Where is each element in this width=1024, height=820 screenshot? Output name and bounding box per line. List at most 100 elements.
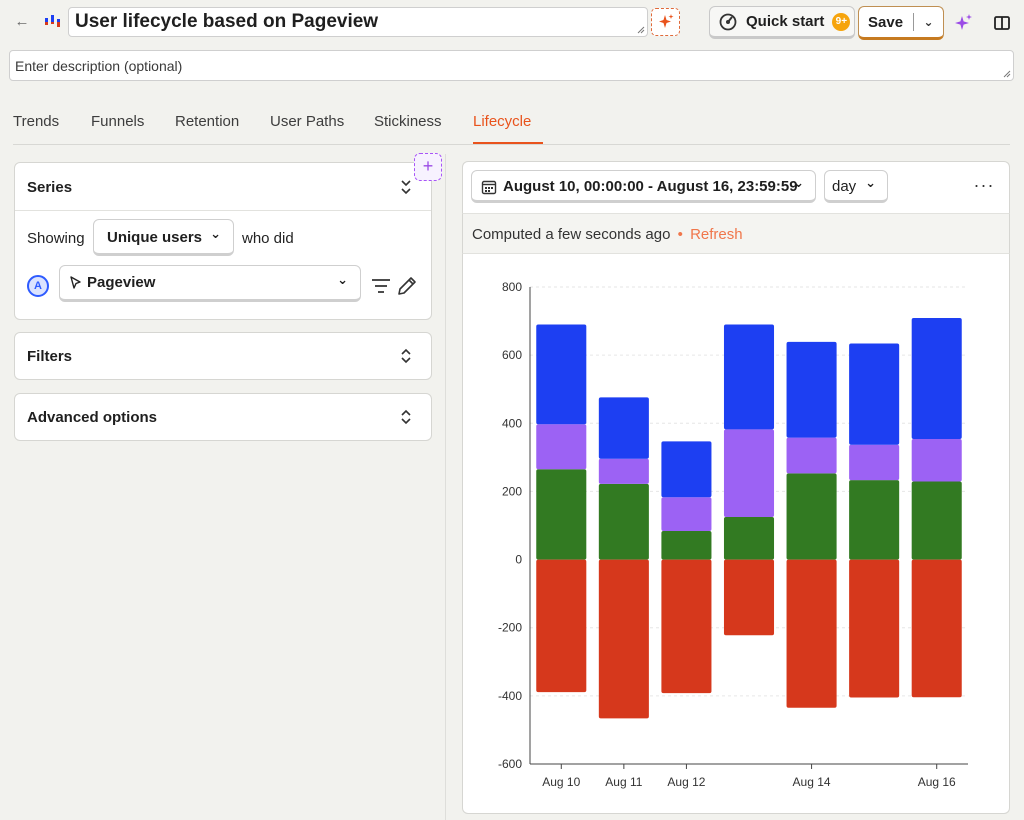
x-tick-label: Aug 16 bbox=[918, 775, 956, 789]
save-divider bbox=[913, 13, 914, 31]
save-button[interactable]: Save ⌄ bbox=[858, 6, 944, 40]
save-label: Save bbox=[868, 13, 904, 31]
cursor-pointer-icon bbox=[70, 276, 81, 289]
bar-segment bbox=[661, 497, 712, 531]
ai-generate-title-button[interactable] bbox=[651, 8, 680, 36]
side-panel-toggle-icon[interactable] bbox=[992, 13, 1012, 33]
expand-chevron-icon[interactable] bbox=[399, 407, 413, 427]
bar-segment bbox=[786, 341, 837, 438]
back-arrow-icon[interactable]: ← bbox=[14, 13, 30, 30]
bar-segment bbox=[849, 444, 900, 481]
y-tick-label: -600 bbox=[498, 757, 522, 771]
x-tick-label: Aug 14 bbox=[793, 775, 831, 789]
expand-chevron-icon[interactable] bbox=[399, 346, 413, 366]
series-letter-badge: A bbox=[27, 275, 49, 297]
refresh-link[interactable]: Refresh bbox=[690, 226, 743, 243]
event-name: Pageview bbox=[87, 274, 156, 291]
y-tick-label: 200 bbox=[502, 484, 522, 498]
bar-segment bbox=[536, 559, 587, 693]
bar-segment bbox=[849, 559, 900, 698]
status-separator: • bbox=[677, 226, 683, 243]
series-card: Series Showing Unique users ⌄ who did A … bbox=[14, 162, 432, 320]
interval-select[interactable]: day ⌄ bbox=[824, 170, 888, 203]
lifecycle-chart: 800 600 400 200 0 -200 -400 -600 Aug 10 Aug 11 Aug… bbox=[498, 280, 968, 789]
bar-segment bbox=[598, 559, 649, 719]
pencil-edit-icon[interactable] bbox=[395, 274, 419, 298]
bar-segment bbox=[536, 469, 587, 560]
y-tick-label: 800 bbox=[502, 280, 522, 294]
aggregation-value: Unique users bbox=[107, 229, 203, 246]
computed-text: Computed a few seconds ago bbox=[472, 226, 671, 243]
chevron-down-icon: ⌄ bbox=[210, 226, 221, 241]
insight-title-text: User lifecycle based on Pageview bbox=[75, 11, 379, 32]
rocket-gauge-icon bbox=[719, 13, 737, 30]
y-tick-label: -400 bbox=[498, 689, 522, 703]
y-tick-label: 400 bbox=[502, 416, 522, 430]
y-tick-label: 600 bbox=[502, 348, 522, 362]
bar-segment bbox=[536, 424, 587, 470]
lifecycle-insight-icon bbox=[44, 12, 62, 30]
quick-start-button[interactable]: Quick start 9+ bbox=[709, 6, 855, 39]
bar-segment bbox=[723, 516, 775, 560]
bar-segment bbox=[723, 429, 775, 517]
bar-segment bbox=[598, 397, 649, 459]
chevron-down-icon: ⌄ bbox=[337, 272, 348, 287]
chevron-down-icon[interactable]: ⌄ bbox=[923, 15, 934, 29]
chevron-down-icon: ⌄ bbox=[865, 175, 876, 190]
tab-trends[interactable]: Trends bbox=[13, 113, 60, 130]
showing-label: Showing bbox=[27, 230, 85, 247]
bar-segment bbox=[598, 483, 649, 560]
resize-grip-icon bbox=[637, 26, 645, 34]
filters-title: Filters bbox=[27, 348, 73, 365]
tab-retention[interactable]: Retention bbox=[175, 113, 240, 130]
add-series-button[interactable]: + bbox=[414, 153, 442, 181]
panel-splitter[interactable] bbox=[445, 154, 446, 820]
tab-lifecycle[interactable]: Lifecycle bbox=[473, 113, 532, 130]
y-tick-label: -200 bbox=[498, 621, 522, 635]
series-title: Series bbox=[27, 179, 73, 196]
bar-segment bbox=[723, 559, 775, 636]
filter-lines-icon[interactable] bbox=[370, 275, 392, 297]
x-tick-label: Aug 11 bbox=[605, 775, 642, 789]
bar-segment bbox=[661, 441, 712, 498]
sparkle-icon bbox=[658, 14, 673, 28]
tab-funnels[interactable]: Funnels bbox=[91, 113, 145, 130]
quick-start-badge: 9+ bbox=[832, 12, 851, 31]
bar-segment bbox=[598, 458, 649, 484]
bar-segment bbox=[723, 324, 775, 430]
chart-container: 800 600 400 200 0 -200 -400 -600 Aug 10 Aug 11 Aug… bbox=[462, 254, 1010, 814]
x-tick-label: Aug 10 bbox=[542, 775, 580, 789]
tab-user-paths[interactable]: User Paths bbox=[270, 113, 345, 130]
interval-value: day bbox=[832, 178, 857, 195]
description-placeholder: Enter description (optional) bbox=[15, 58, 183, 74]
resize-grip-icon bbox=[1003, 70, 1011, 78]
more-options-icon[interactable]: ··· bbox=[973, 175, 995, 195]
event-select[interactable]: Pageview ⌄ bbox=[59, 265, 361, 302]
computed-status-bar: Computed a few seconds ago • Refresh bbox=[462, 213, 1010, 254]
y-tick-label: 0 bbox=[515, 553, 522, 567]
bar-segment bbox=[849, 480, 900, 560]
tab-stickiness[interactable]: Stickiness bbox=[374, 113, 442, 130]
x-tick-label: Aug 12 bbox=[667, 775, 705, 789]
advanced-options-title: Advanced options bbox=[27, 409, 158, 426]
bar-segment bbox=[536, 324, 587, 425]
bar-segment bbox=[911, 481, 962, 560]
bar-segment bbox=[849, 343, 900, 445]
bar-segment bbox=[911, 438, 962, 482]
insight-title-input[interactable]: User lifecycle based on Pageview bbox=[68, 7, 648, 37]
ai-assistant-sparkle-icon[interactable] bbox=[953, 12, 975, 34]
description-input[interactable]: Enter description (optional) bbox=[9, 50, 1014, 81]
date-range-value: August 10, 00:00:00 - August 16, 23:59:5… bbox=[503, 178, 798, 195]
calendar-icon bbox=[481, 180, 497, 195]
aggregation-select[interactable]: Unique users ⌄ bbox=[93, 219, 234, 256]
bar-segment bbox=[786, 437, 837, 474]
collapse-chevron-icon[interactable] bbox=[399, 177, 413, 197]
chevron-down-icon: ⌄ bbox=[793, 175, 804, 190]
bar-segment bbox=[786, 473, 837, 560]
filters-card[interactable]: Filters bbox=[14, 332, 432, 380]
bar-segment bbox=[661, 530, 712, 560]
bar-segment bbox=[661, 559, 712, 694]
insight-type-tabs: Trends Funnels Retention User Paths Stic… bbox=[13, 108, 1010, 145]
date-range-picker[interactable]: August 10, 00:00:00 - August 16, 23:59:5… bbox=[471, 170, 816, 203]
advanced-options-card[interactable]: Advanced options bbox=[14, 393, 432, 441]
